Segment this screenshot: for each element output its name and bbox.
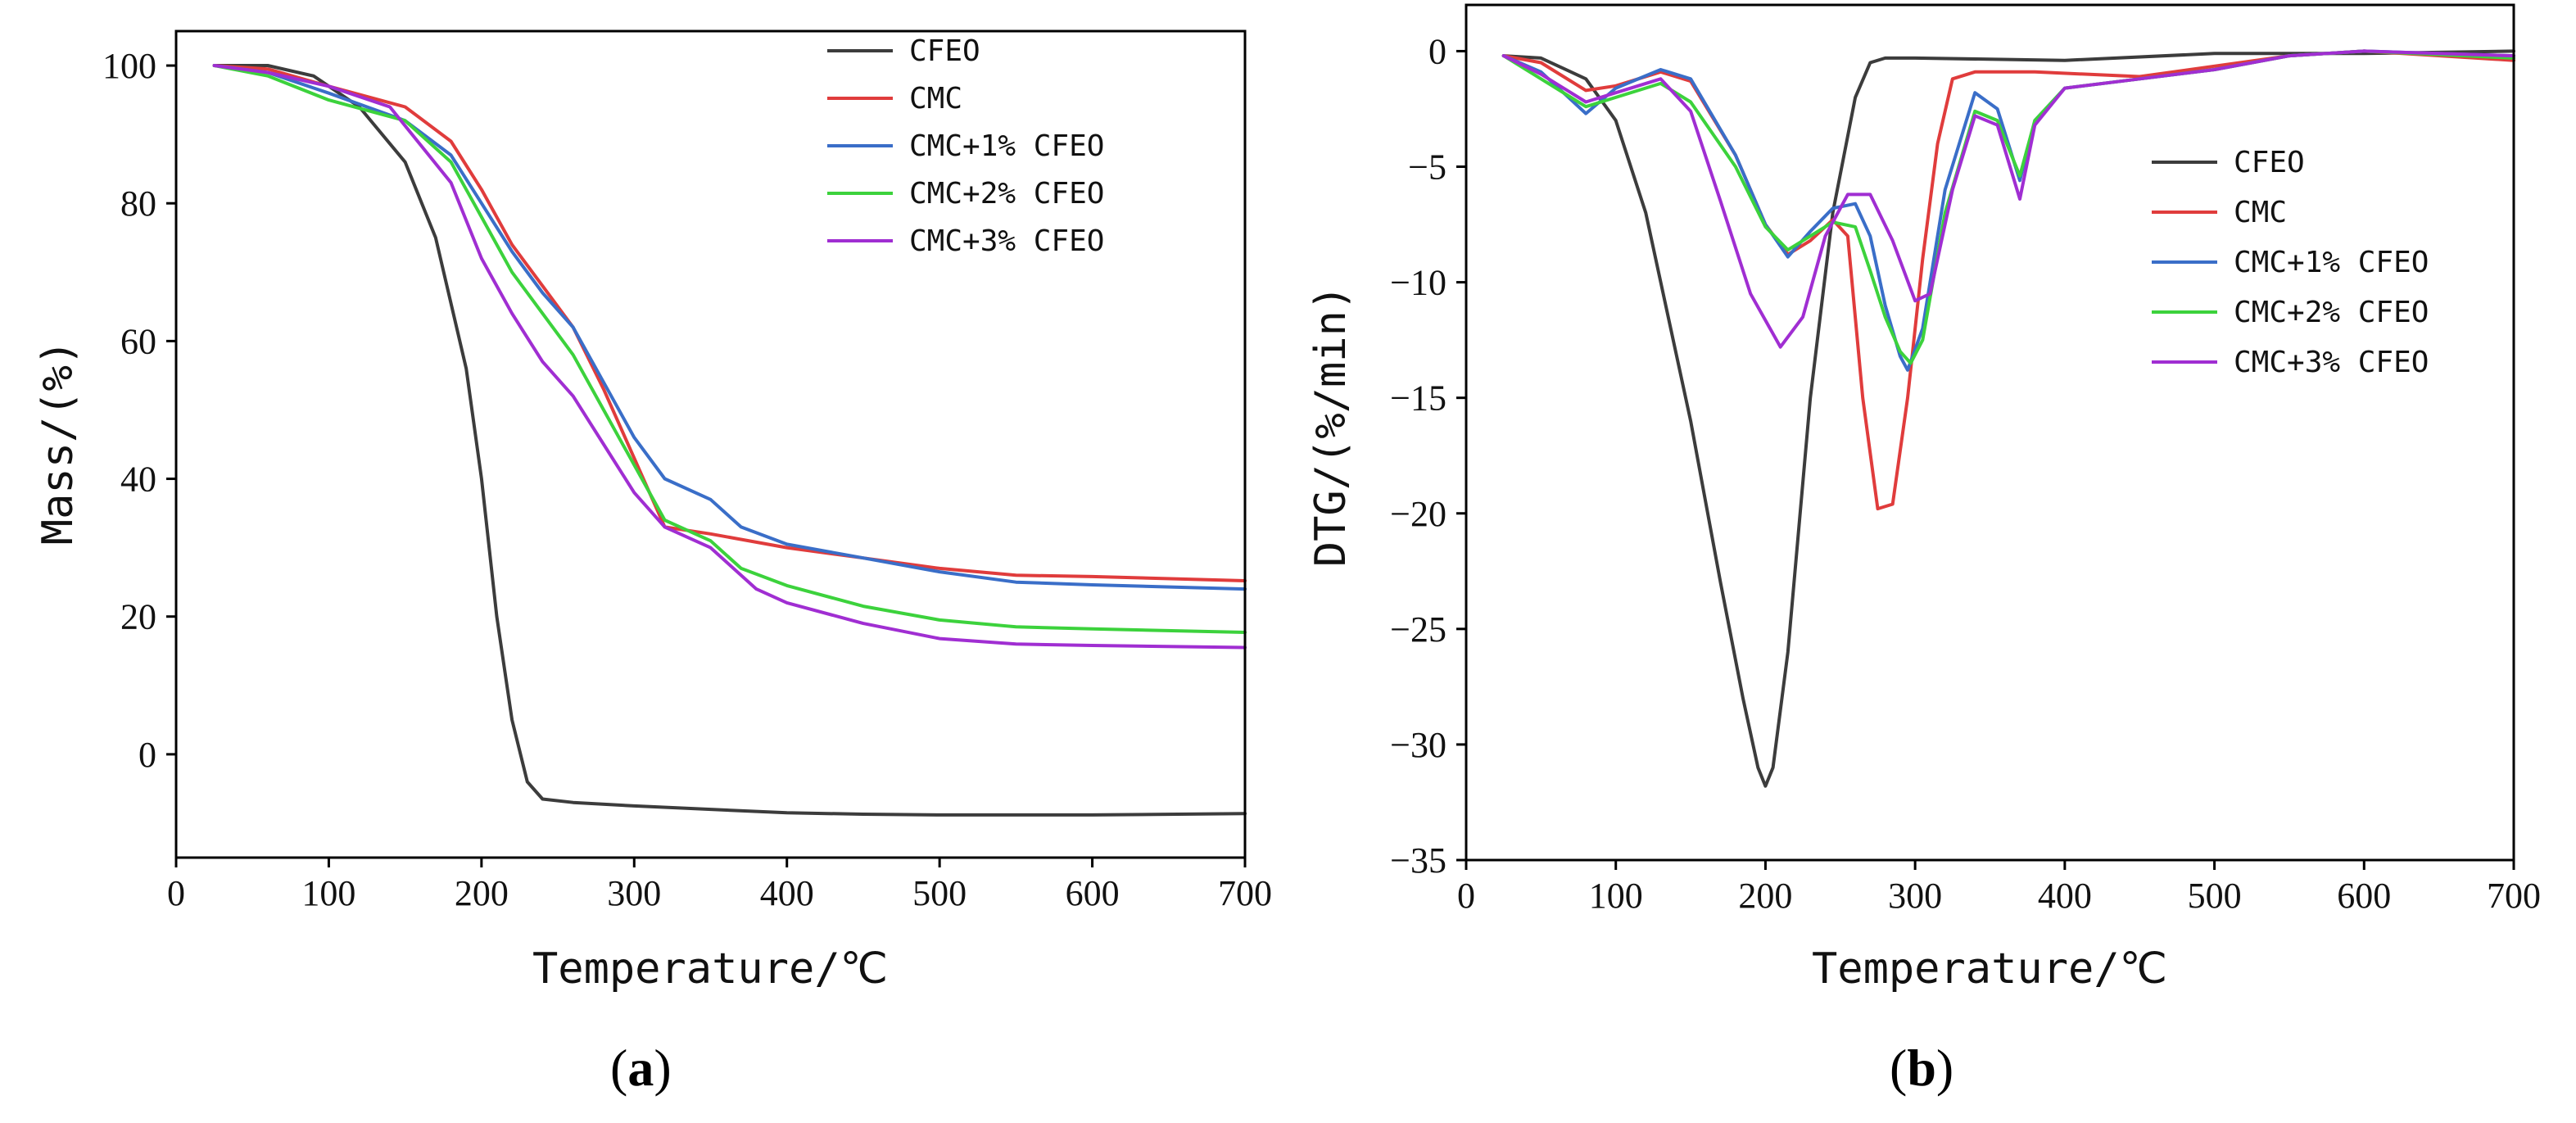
chart-b-legend-label-cfeo: CFEO [2234,146,2305,179]
chart-a-x-tick-label: 400 [760,873,814,913]
chart-b-series-cmc-3-cfeo [1501,49,2515,349]
chart-a-x-tick-label: 700 [1218,873,1272,913]
chart-b-y-tick-label: 0 [1428,31,1446,71]
chart-b-x-tick-label: 700 [2487,876,2541,916]
chart-b-x-ticks: 0 100 200 300 400 500 600 700 [1457,860,2541,916]
chart-a-x-tick-label: 600 [1066,873,1120,913]
chart-a-axes-frame [174,29,1247,859]
chart-b-axes-frame [1465,3,2515,862]
chart-a-x-tick-label: 300 [607,873,661,913]
chart-a-y-tick-label: 40 [120,460,156,500]
chart-b-y-ticks: 0 −5 −10 −15 −20 −25 −30 −35 [1390,31,1466,881]
chart-b-y-tick-label: −5 [1408,147,1446,188]
chart-a-y-tick-label: 100 [102,46,156,86]
chart-a-ylabel: Mass/(%) [34,340,83,545]
chart-a: 0 100 200 300 400 500 600 700 0 20 40 60 80 100 Temp… [34,29,1272,1097]
chart-a-legend-label-cmc-1-cfeo: CMC+1% CFEO [909,129,1104,163]
chart-a-series-cmc-3-cfeo [212,64,1247,650]
chart-b-x-tick-label: 200 [1738,876,1792,916]
chart-a-legend-label-cmc: CMC [909,82,962,115]
chart-a-y-tick-label: 0 [138,735,156,775]
chart-a-x-tick-label: 200 [455,873,509,913]
chart-a-x-ticks: 0 100 200 300 400 500 600 700 [167,858,1272,913]
chart-a-legend-label-cmc-3-cfeo: CMC+3% CFEO [909,224,1104,258]
chart-b-panel-label: (b) [1890,1039,1954,1097]
chart-b-series-cfeo [1501,49,2515,788]
chart-a-panel-letter: a [627,1039,654,1097]
chart-b-y-tick-label: −25 [1390,609,1446,650]
chart-b-legend-label-cmc-3-cfeo: CMC+3% CFEO [2234,346,2429,379]
chart-b-x-tick-label: 600 [2337,876,2391,916]
chart-a-x-tick-label: 500 [912,873,967,913]
chart-a-y-tick-label: 60 [120,321,156,361]
chart-a-x-tick-label: 0 [167,873,185,913]
chart-b-x-tick-label: 100 [1589,876,1643,916]
chart-b-y-tick-label: −20 [1390,494,1446,534]
chart-b-y-tick-label: −15 [1390,378,1446,419]
chart-b-x-tick-label: 0 [1457,876,1475,916]
chart-a-legend: CFEO CMC CMC+1% CFEO CMC+2% CFEO CMC+3% CFEO [827,34,1104,258]
chart-a-series-cmc [212,64,1247,582]
chart-b-x-tick-label: 500 [2188,876,2242,916]
chart-b-y-tick-label: −30 [1390,725,1446,765]
chart-a-legend-label-cfeo: CFEO [909,34,980,68]
chart-a-legend-label-cmc-2-cfeo: CMC+2% CFEO [909,177,1104,211]
chart-b-x-tick-label: 300 [1888,876,1942,916]
chart-a-y-ticks: 0 20 40 60 80 100 [102,46,176,775]
chart-b-panel-letter: b [1907,1039,1936,1097]
chart-a-xlabel: Temperature/℃ [532,944,888,994]
chart-b-y-tick-label: −10 [1390,263,1446,303]
chart-b-xlabel: Temperature/℃ [1812,944,2167,994]
chart-b-y-tick-label: −35 [1390,840,1446,881]
chart-b-legend: CFEO CMC CMC+1% CFEO CMC+2% CFEO CMC+3% CFEO [2152,146,2429,379]
chart-b-ylabel: DTG/(%/min) [1306,285,1356,567]
chart-a-series [212,64,1247,817]
chart-b-legend-label-cmc-1-cfeo: CMC+1% CFEO [2234,246,2429,279]
chart-b-legend-label-cmc-2-cfeo: CMC+2% CFEO [2234,296,2429,329]
chart-b-x-tick-label: 400 [2038,876,2092,916]
chart-a-panel-label: (a) [610,1039,672,1097]
chart-b-series [1501,49,2515,788]
chart-b-series-cmc [1501,49,2515,511]
chart-a-y-tick-label: 20 [120,597,156,637]
chart-a-y-tick-label: 80 [120,183,156,224]
chart-a-x-tick-label: 100 [301,873,355,913]
chart-b: 0 100 200 300 400 500 600 700 0 −5 −10 −15 −20 −25 −3… [1306,3,2541,1097]
chart-b-legend-label-cmc: CMC [2234,196,2287,229]
chart-a-series-cmc-2-cfeo [212,64,1247,634]
